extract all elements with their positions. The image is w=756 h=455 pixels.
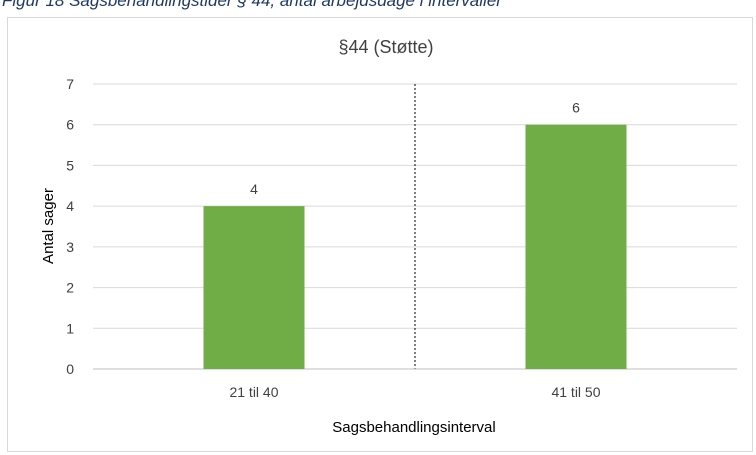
x-tick-label: 41 til 50: [551, 384, 600, 400]
y-tick-label: 7: [66, 76, 74, 92]
x-tick-labels: 21 til 40 41 til 50: [229, 384, 600, 400]
bars: [203, 124, 627, 369]
y-tick-label: 2: [66, 280, 74, 296]
x-axis-label: Sagsbehandlingsinterval: [332, 419, 495, 436]
x-tick-label: 21 til 40: [229, 384, 278, 400]
data-label: 4: [250, 181, 258, 197]
y-tick-label: 0: [66, 361, 74, 377]
y-tick-label: 5: [66, 157, 74, 173]
chart-title: §44 (Støtte): [338, 37, 433, 57]
y-axis-label: Antal sager: [40, 188, 57, 264]
chart-frame: [7, 17, 753, 452]
bar-1: [203, 206, 305, 369]
y-tick-label: 4: [66, 198, 74, 214]
figure-caption: Figur 18 Sagsbehandlingstider § 44, anta…: [2, 0, 502, 10]
data-labels: 46: [250, 100, 580, 197]
y-tick-label: 1: [66, 320, 74, 336]
y-tick-label: 3: [66, 239, 74, 255]
y-tick-labels: 0 1 2 3 4 5 6 7: [66, 76, 74, 377]
data-label: 6: [572, 100, 580, 116]
bar-2: [525, 124, 627, 369]
y-tick-label: 6: [66, 117, 74, 133]
